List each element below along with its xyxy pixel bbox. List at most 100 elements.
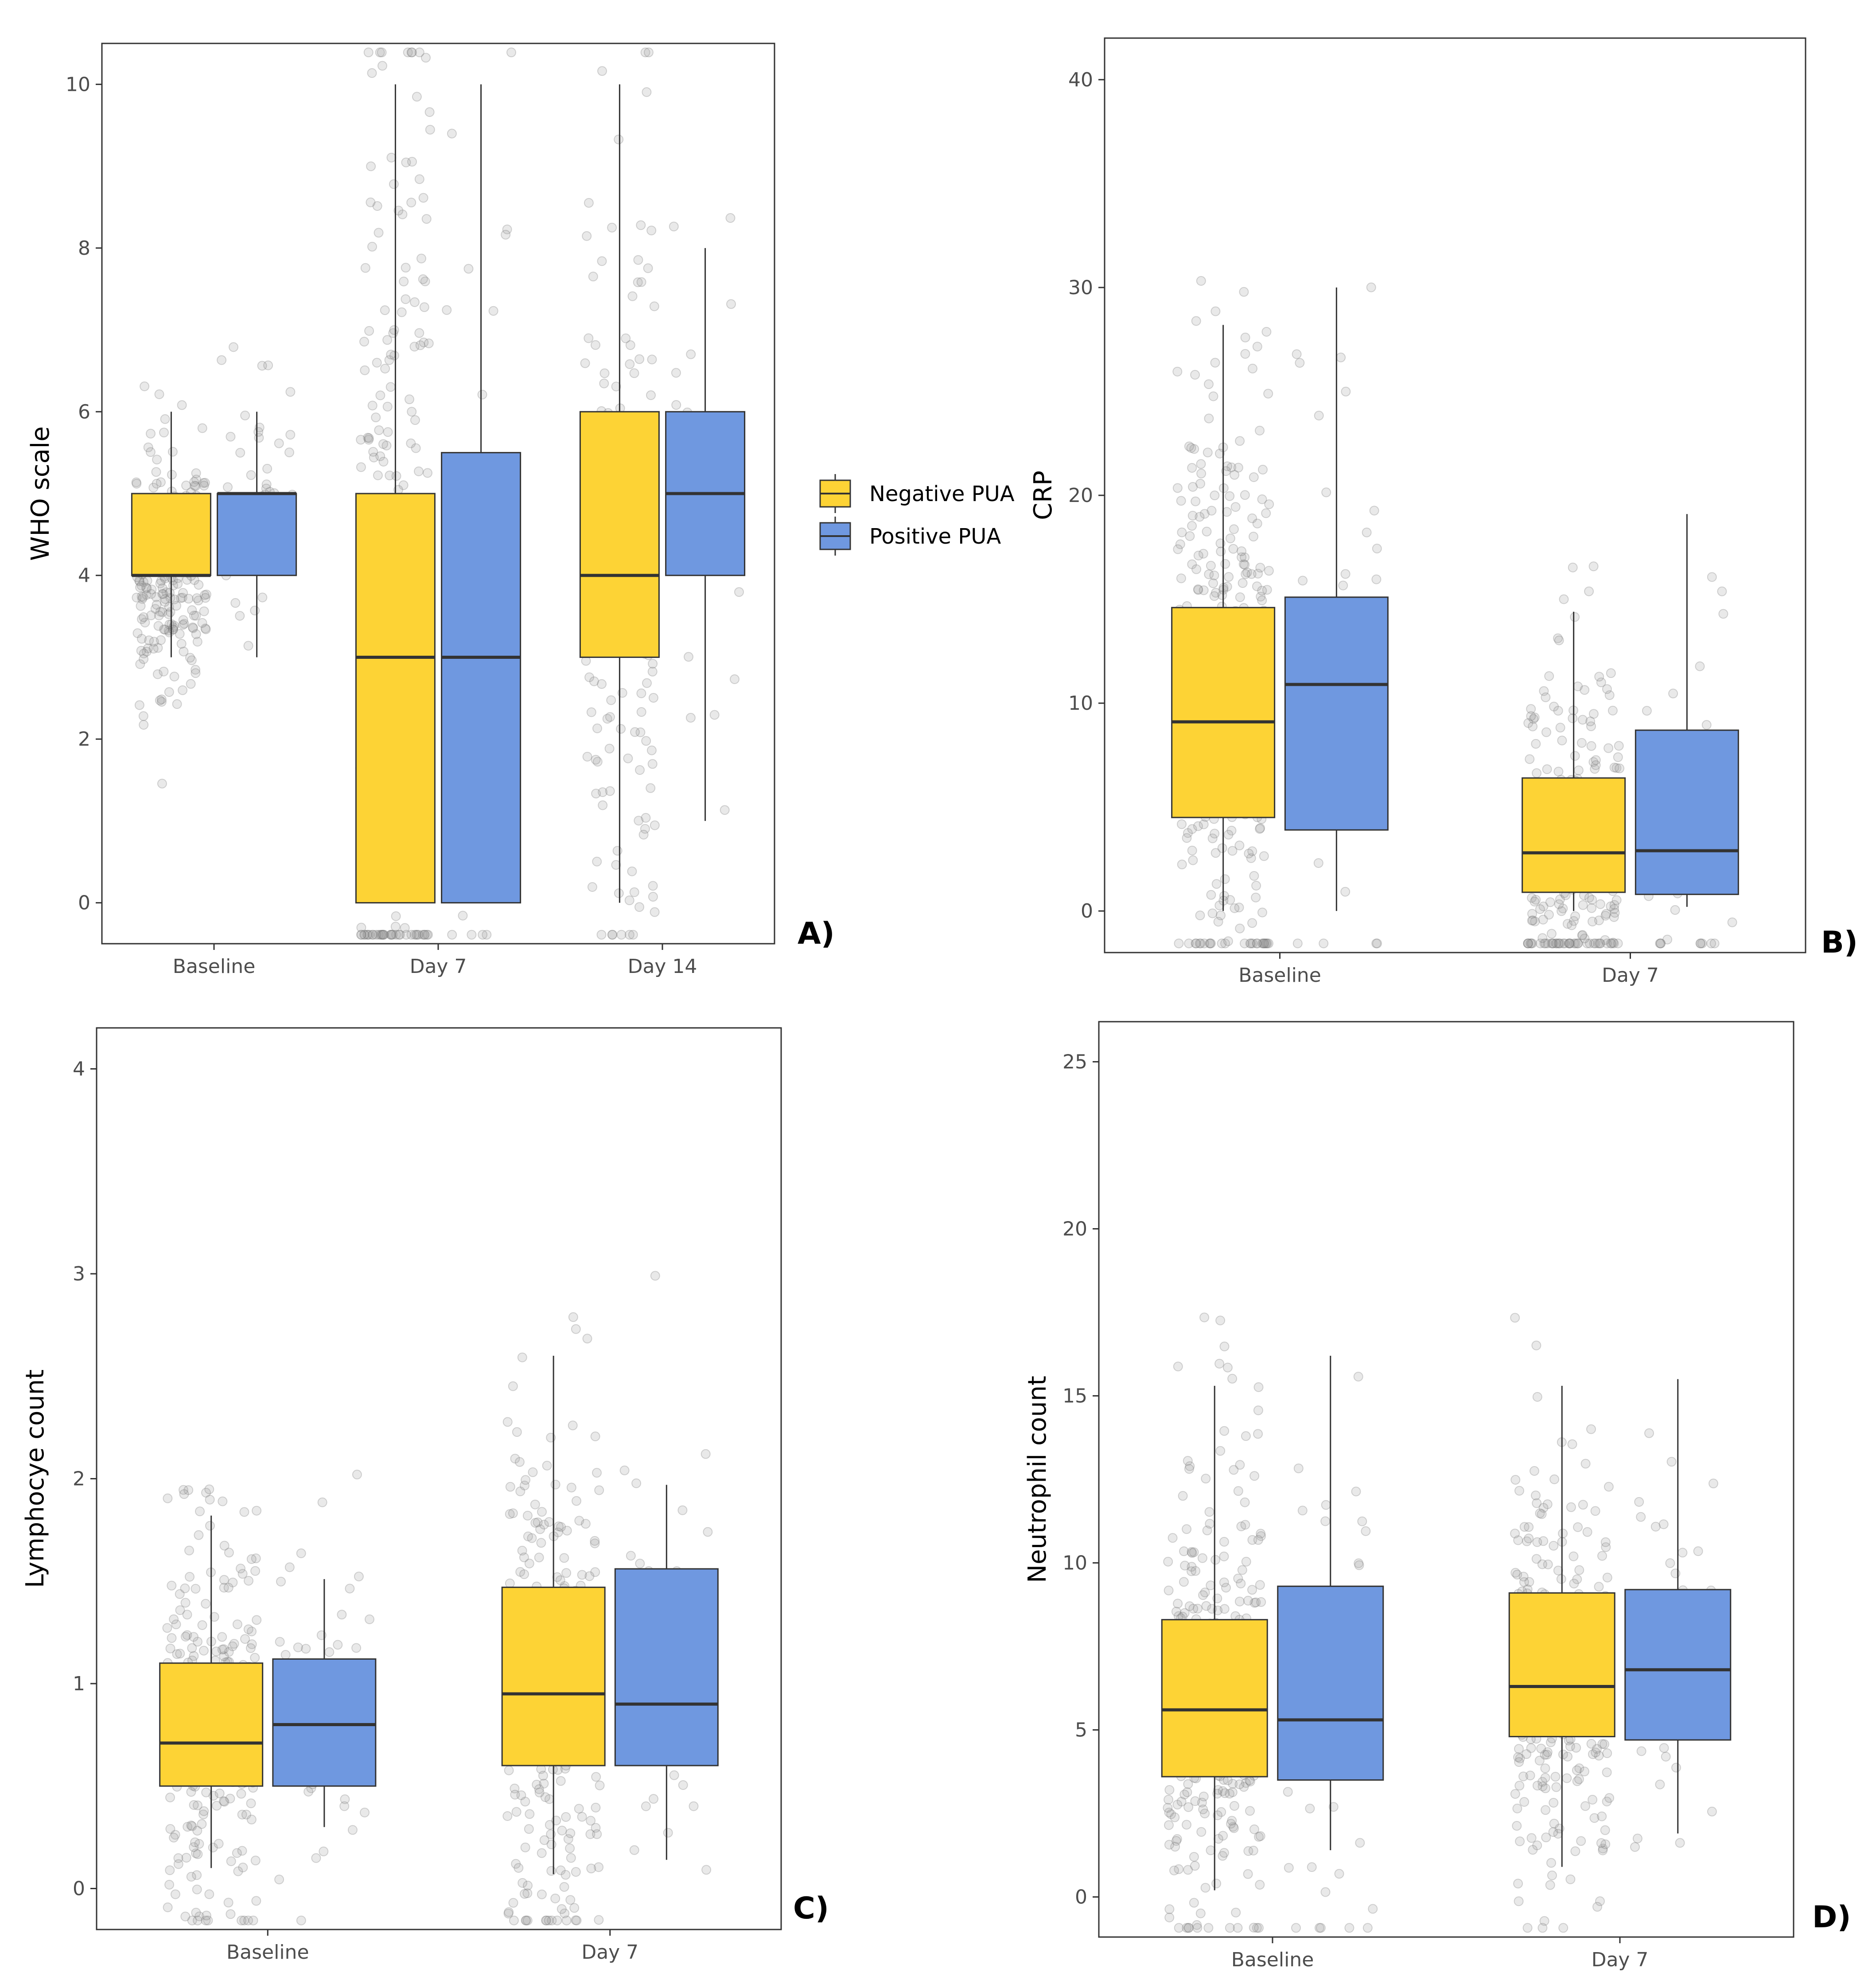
data-point <box>146 428 156 439</box>
data-point <box>193 1849 203 1859</box>
data-point <box>1604 1793 1615 1803</box>
data-point <box>1313 858 1323 868</box>
data-point <box>1549 1474 1560 1484</box>
data-point <box>1255 425 1265 436</box>
data-point <box>584 672 595 682</box>
data-point <box>568 1312 578 1322</box>
data-point <box>388 930 398 940</box>
data-point <box>1227 1816 1237 1826</box>
data-point <box>559 1553 569 1563</box>
data-point <box>389 179 399 189</box>
data-point <box>647 666 658 677</box>
data-point <box>372 358 382 368</box>
data-point <box>1523 938 1533 949</box>
data-point <box>132 592 142 603</box>
data-point <box>1526 938 1536 949</box>
data-point <box>701 1449 711 1459</box>
data-point <box>649 1794 658 1804</box>
data-point <box>522 1510 533 1521</box>
data-point <box>1569 1551 1579 1561</box>
data-point <box>634 902 644 912</box>
data-point <box>1600 1739 1609 1749</box>
data-point <box>1320 1516 1331 1526</box>
data-point <box>201 589 211 599</box>
data-point <box>591 1802 601 1813</box>
data-point <box>134 700 144 710</box>
data-point <box>1549 701 1559 712</box>
data-point <box>219 1583 229 1593</box>
data-point <box>199 606 209 616</box>
data-point <box>1372 544 1382 554</box>
data-point <box>1257 595 1267 606</box>
data-point <box>1166 1809 1176 1819</box>
data-point <box>1184 1601 1195 1611</box>
data-point <box>1243 1846 1253 1856</box>
data-point <box>1185 1461 1195 1471</box>
data-point <box>1580 685 1590 695</box>
data-point <box>1570 1846 1580 1856</box>
data-point <box>228 1577 238 1587</box>
data-point <box>1191 496 1201 506</box>
data-point <box>1537 1559 1547 1569</box>
data-point <box>1298 576 1308 586</box>
data-point <box>1175 539 1185 549</box>
data-point <box>1606 938 1616 949</box>
data-point <box>1249 1471 1260 1481</box>
data-point <box>528 1467 538 1477</box>
data-point <box>319 1846 329 1856</box>
data-point <box>1354 1558 1364 1568</box>
data-point <box>1191 938 1201 949</box>
data-point <box>1187 1547 1197 1557</box>
data-point <box>1567 1439 1577 1449</box>
data-point <box>192 637 202 647</box>
data-point <box>565 1828 576 1838</box>
data-point <box>201 1599 211 1609</box>
data-point <box>580 358 590 368</box>
data-point <box>1218 1851 1228 1861</box>
data-point <box>409 930 420 940</box>
data-point <box>1243 1869 1253 1879</box>
data-point <box>1592 1902 1602 1912</box>
data-point <box>223 1583 234 1593</box>
data-point <box>184 1545 194 1556</box>
data-point <box>1661 1751 1671 1762</box>
data-point <box>401 930 411 940</box>
data-point <box>385 382 396 392</box>
data-point <box>1600 1537 1611 1547</box>
data-point <box>1238 559 1249 569</box>
data-point <box>565 1895 576 1905</box>
data-point <box>311 1853 321 1863</box>
data-point <box>1193 1603 1203 1614</box>
data-point <box>1207 908 1218 918</box>
data-point <box>1246 938 1256 949</box>
data-point <box>1518 1771 1529 1782</box>
data-point <box>1602 938 1612 949</box>
data-point <box>1613 938 1623 949</box>
y-axis-title: Lymphocye count <box>21 1369 50 1588</box>
data-point <box>1592 1744 1602 1754</box>
data-point <box>595 1780 605 1790</box>
data-point <box>1222 1362 1233 1373</box>
data-point <box>1527 909 1537 919</box>
data-point <box>1572 1574 1582 1584</box>
data-point <box>1187 824 1197 834</box>
data-point <box>393 206 404 216</box>
data-point <box>378 457 389 467</box>
data-point <box>1537 1777 1548 1787</box>
data-point <box>1532 1840 1542 1851</box>
data-point <box>1172 1834 1182 1844</box>
data-point <box>1538 1503 1549 1513</box>
data-point <box>663 1828 673 1838</box>
data-point <box>1187 521 1197 531</box>
data-point <box>1253 1405 1263 1416</box>
data-point <box>274 438 284 448</box>
data-point <box>1596 677 1606 688</box>
data-point <box>172 1649 182 1659</box>
data-point <box>1201 1601 1211 1611</box>
data-point <box>1695 938 1705 949</box>
data-point <box>1573 765 1584 775</box>
data-point <box>382 335 393 345</box>
data-point <box>1510 1475 1521 1485</box>
data-point <box>1701 720 1712 730</box>
data-point <box>1535 938 1545 949</box>
